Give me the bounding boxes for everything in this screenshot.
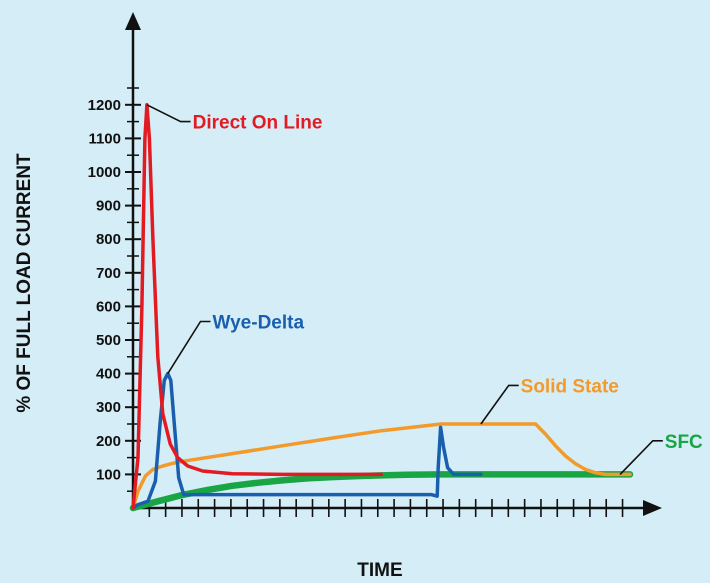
y-tick-label: 300 bbox=[96, 399, 121, 416]
y-ticks: 100 200 300 400 500 600 700 800 900 1000 1100 1200 bbox=[88, 87, 141, 492]
y-axis-label: % OF FULL LOAD CURRENT bbox=[14, 153, 35, 413]
y-tick-label: 1100 bbox=[88, 130, 121, 147]
y-tick-label: 100 bbox=[96, 466, 121, 483]
y-axis-arrow-icon bbox=[125, 12, 141, 30]
series-label-sfc: SFC bbox=[665, 432, 703, 453]
y-tick-label: 800 bbox=[96, 231, 121, 248]
y-tick-label: 700 bbox=[96, 265, 121, 282]
y-tick-label: 600 bbox=[96, 298, 121, 315]
leader-line-solid-state bbox=[480, 384, 519, 425]
y-tick-label: 1200 bbox=[88, 97, 121, 114]
x-axis-arrow-icon bbox=[643, 500, 662, 516]
leader-line-direct-on-line bbox=[146, 104, 191, 123]
y-tick-label: 200 bbox=[96, 433, 121, 450]
leader-line-wye-delta bbox=[167, 320, 211, 375]
y-tick-label: 1000 bbox=[88, 164, 121, 181]
series-layer bbox=[129, 103, 634, 512]
series-label-direct-on-line: Direct On Line bbox=[193, 113, 323, 134]
leader-line-sfc bbox=[619, 440, 663, 475]
y-tick-label: 900 bbox=[96, 198, 121, 215]
x-axis-label: TIME bbox=[357, 560, 402, 581]
series-line-sfc bbox=[129, 471, 634, 512]
series-line-wye-delta bbox=[131, 371, 483, 510]
annotation-layer: Direct On Line Wye-Delta Solid State SFC bbox=[146, 104, 703, 475]
series-line-direct-on-line bbox=[131, 103, 384, 510]
y-tick-label: 400 bbox=[96, 366, 121, 383]
axes bbox=[125, 12, 662, 516]
x-ticks bbox=[148, 499, 624, 517]
series-label-solid-state: Solid State bbox=[521, 376, 619, 397]
y-tick-label: 500 bbox=[96, 332, 121, 349]
series-label-wye-delta: Wye-Delta bbox=[213, 313, 305, 334]
